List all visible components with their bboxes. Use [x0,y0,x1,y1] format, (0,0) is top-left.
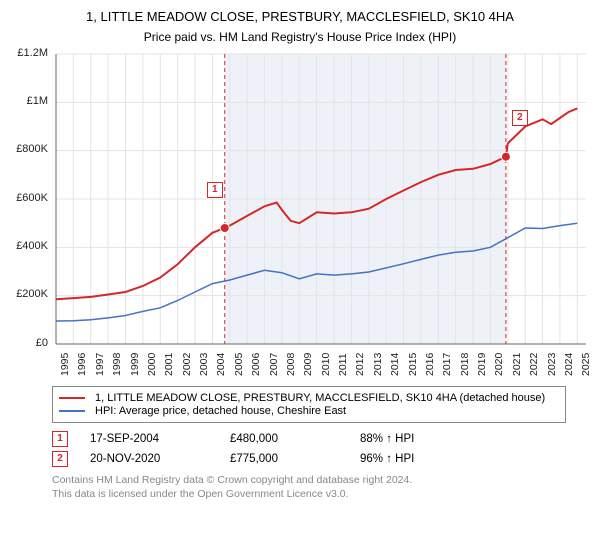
marker-box: 1 [207,182,223,198]
x-tick-label: 2023 [546,352,558,375]
chart-svg [10,50,590,352]
x-tick-label: 2015 [407,352,419,375]
x-tick-label: 2006 [250,352,262,375]
x-tick-label: 2024 [563,352,575,375]
y-tick-label: £200K [10,288,48,300]
footer-line: This data is licensed under the Open Gov… [52,487,590,501]
legend-label: HPI: Average price, detached house, Ches… [95,405,346,417]
x-tick-label: 2011 [337,353,349,376]
x-tick-label: 2021 [511,352,523,375]
legend-swatch [59,397,85,399]
chart-title: 1, LITTLE MEADOW CLOSE, PRESTBURY, MACCL… [10,8,590,26]
legend-item: HPI: Average price, detached house, Ches… [59,405,559,417]
x-tick-label: 1997 [94,352,106,375]
x-tick-label: 2003 [198,352,210,375]
event-pct: 88% ↑ HPI [360,433,500,445]
x-tick-label: 2016 [424,352,436,375]
event-pct: 96% ↑ HPI [360,453,500,465]
x-tick-label: 2022 [528,352,540,375]
x-tick-label: 1996 [76,352,88,375]
marker-box: 2 [512,110,528,126]
x-tick-label: 2014 [389,352,401,375]
x-tick-label: 2012 [354,352,366,375]
chart-area: £0 £200K £400K £600K £800K £1M £1.2M 1995 1996 1… [10,50,590,380]
x-tick-label: 1995 [59,352,71,375]
x-tick-label: 2002 [181,352,193,375]
y-tick-label: £1.2M [10,47,48,59]
event-date: 20-NOV-2020 [90,453,230,465]
x-tick-label: 2008 [285,352,297,375]
event-marker-box: 1 [52,431,68,447]
y-tick-label: £0 [10,337,48,349]
x-tick-label: 2013 [372,352,384,375]
y-tick-label: £1M [10,95,48,107]
legend-item: 1, LITTLE MEADOW CLOSE, PRESTBURY, MACCL… [59,392,559,404]
event-price: £775,000 [230,453,360,465]
event-date: 17-SEP-2004 [90,433,230,445]
y-tick-label: £600K [10,192,48,204]
x-tick-label: 1999 [129,352,141,375]
x-tick-label: 2000 [146,352,158,375]
x-tick-label: 2010 [320,352,332,375]
x-tick-label: 2018 [459,352,471,375]
y-tick-label: £400K [10,240,48,252]
event-price: £480,000 [230,433,360,445]
x-tick-label: 2017 [441,352,453,375]
footer-line: Contains HM Land Registry data © Crown c… [52,473,590,487]
legend-label: 1, LITTLE MEADOW CLOSE, PRESTBURY, MACCL… [95,392,545,404]
container: 1, LITTLE MEADOW CLOSE, PRESTBURY, MACCL… [0,0,600,505]
x-tick-label: 2019 [476,352,488,375]
x-tick-label: 2007 [268,352,280,375]
legend: 1, LITTLE MEADOW CLOSE, PRESTBURY, MACCL… [52,386,566,423]
x-tick-label: 2025 [580,352,592,375]
x-tick-label: 2004 [215,352,227,375]
x-tick-label: 2009 [302,352,314,375]
x-tick-label: 2001 [163,352,175,375]
event-row: 1 17-SEP-2004£480,00088% ↑ HPI [52,431,590,447]
x-tick-label: 1998 [111,352,123,375]
legend-swatch [59,410,85,412]
x-tick-label: 2005 [233,352,245,375]
events-table: 1 17-SEP-2004£480,00088% ↑ HPI 2 20-NOV-202… [52,431,590,467]
chart-subtitle: Price paid vs. HM Land Registry's House … [10,30,590,44]
y-tick-label: £800K [10,143,48,155]
x-tick-label: 2020 [493,352,505,375]
event-row: 2 20-NOV-2020£775,00096% ↑ HPI [52,451,590,467]
event-marker-box: 2 [52,451,68,467]
footer: Contains HM Land Registry data © Crown c… [52,473,590,501]
